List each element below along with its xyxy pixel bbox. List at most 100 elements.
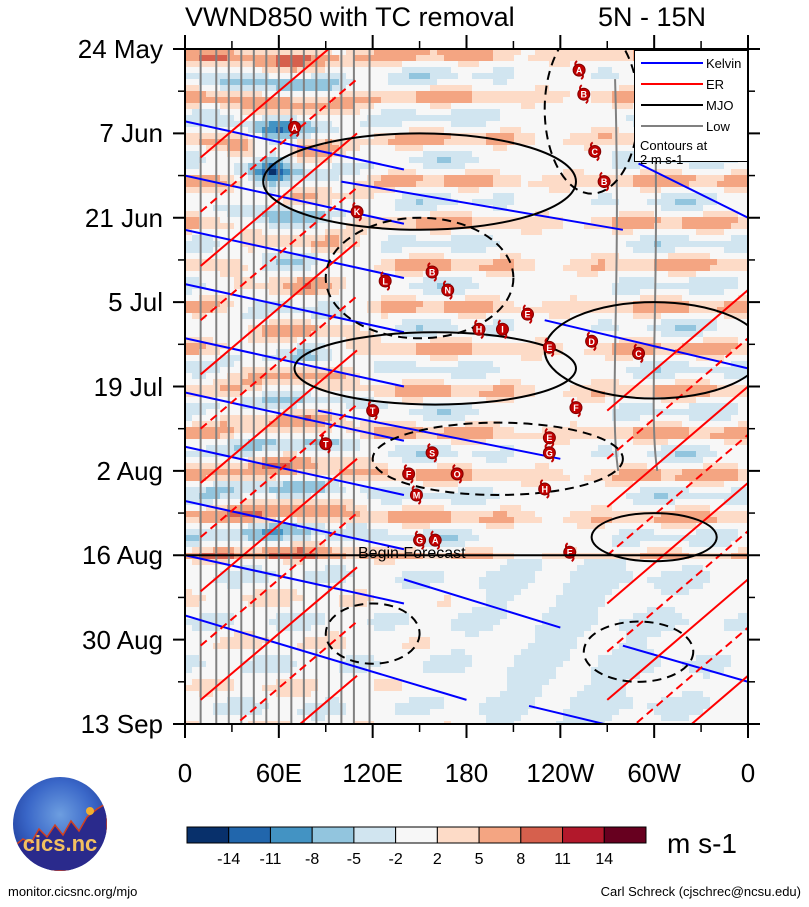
- field-cell: [675, 469, 682, 475]
- field-cell: [304, 625, 311, 631]
- field-cell: [696, 577, 703, 583]
- field-cell: [486, 73, 493, 79]
- field-cell: [416, 139, 423, 145]
- field-cell: [591, 565, 598, 571]
- field-cell: [479, 259, 486, 265]
- field-cell: [661, 391, 668, 397]
- field-cell: [619, 667, 626, 673]
- field-cell: [668, 475, 675, 481]
- field-cell: [731, 625, 738, 631]
- field-cell: [486, 349, 493, 355]
- field-cell: [689, 217, 696, 223]
- field-cell: [353, 235, 360, 241]
- field-cell: [199, 61, 206, 67]
- field-cell: [374, 91, 381, 97]
- field-cell: [486, 721, 493, 724]
- field-cell: [339, 229, 346, 235]
- field-cell: [612, 229, 619, 235]
- field-cell: [689, 379, 696, 385]
- field-cell: [633, 625, 640, 631]
- field-cell: [528, 133, 535, 139]
- field-cell: [402, 223, 409, 229]
- field-cell: [717, 337, 724, 343]
- field-cell: [227, 391, 234, 397]
- field-cell: [206, 235, 213, 241]
- field-cell: [724, 661, 731, 667]
- field-cell: [500, 583, 507, 589]
- field-cell: [542, 469, 549, 475]
- field-cell: [339, 535, 346, 541]
- field-cell: [493, 79, 500, 85]
- field-cell: [486, 97, 493, 103]
- field-cell: [374, 367, 381, 373]
- field-cell: [507, 565, 514, 571]
- field-cell: [402, 181, 409, 187]
- field-cell: [556, 217, 563, 223]
- field-cell: [318, 499, 325, 505]
- field-cell: [381, 493, 388, 499]
- field-cell: [612, 55, 619, 61]
- field-cell: [745, 235, 748, 241]
- field-cell: [423, 241, 430, 247]
- field-cell: [626, 289, 633, 295]
- field-cell: [290, 79, 297, 85]
- field-cell: [199, 547, 206, 553]
- field-cell: [668, 433, 675, 439]
- field-cell: [717, 217, 724, 223]
- field-cell: [675, 547, 682, 553]
- field-cell: [423, 379, 430, 385]
- field-cell: [304, 331, 311, 337]
- field-cell: [255, 97, 262, 103]
- field-cell: [318, 331, 325, 337]
- field-cell: [472, 625, 479, 631]
- field-cell: [521, 97, 528, 103]
- field-cell: [451, 373, 458, 379]
- field-cell: [465, 631, 472, 637]
- field-cell: [465, 181, 472, 187]
- field-cell: [472, 469, 479, 475]
- field-cell: [696, 541, 703, 547]
- field-cell: [633, 307, 640, 313]
- field-cell: [437, 463, 444, 469]
- field-cell: [199, 499, 206, 505]
- field-cell: [493, 115, 500, 121]
- field-cell: [528, 511, 535, 517]
- field-cell: [304, 133, 311, 139]
- field-cell: [465, 547, 472, 553]
- field-cell: [626, 241, 633, 247]
- field-cell: [626, 343, 633, 349]
- field-cell: [654, 613, 661, 619]
- field-cell: [465, 157, 472, 163]
- field-cell: [304, 193, 311, 199]
- field-cell: [605, 427, 612, 433]
- field-cell: [493, 397, 500, 403]
- field-cell: [668, 421, 675, 427]
- field-cell: [332, 457, 339, 463]
- field-cell: [283, 61, 290, 67]
- field-cell: [654, 259, 661, 265]
- field-cell: [395, 445, 402, 451]
- field-cell: [339, 211, 346, 217]
- field-cell: [724, 619, 731, 625]
- field-cell: [297, 79, 304, 85]
- field-cell: [605, 655, 612, 661]
- field-cell: [199, 121, 206, 127]
- er-contour: [606, 385, 748, 508]
- field-cell: [514, 571, 521, 577]
- field-cell: [416, 523, 423, 529]
- field-cell: [234, 451, 241, 457]
- field-cell: [612, 181, 619, 187]
- field-cell: [479, 199, 486, 205]
- field-cell: [570, 133, 577, 139]
- field-cell: [465, 235, 472, 241]
- tc-circle: [409, 488, 423, 502]
- field-cell: [591, 199, 598, 205]
- field-cell: [360, 193, 367, 199]
- field-cell: [584, 715, 591, 721]
- field-cell: [598, 673, 605, 679]
- field-cell: [409, 643, 416, 649]
- field-cell: [192, 49, 199, 55]
- field-cell: [227, 619, 234, 625]
- field-cell: [409, 571, 416, 577]
- field-cell: [241, 313, 248, 319]
